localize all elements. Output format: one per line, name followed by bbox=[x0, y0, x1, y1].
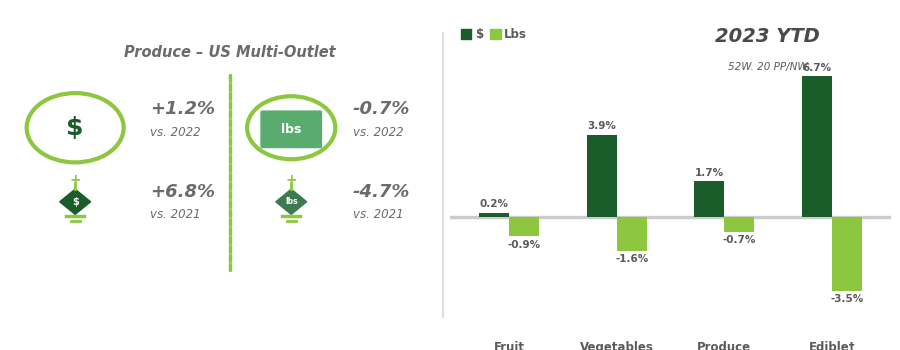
Bar bbox=[616, 217, 647, 251]
Text: +: + bbox=[69, 173, 81, 187]
Bar bbox=[509, 217, 539, 236]
Polygon shape bbox=[275, 189, 307, 214]
Text: lbs: lbs bbox=[285, 197, 298, 206]
Text: 0.2%: 0.2% bbox=[480, 199, 508, 209]
FancyBboxPatch shape bbox=[260, 110, 322, 148]
Text: $: $ bbox=[67, 116, 84, 140]
Text: vs. 2022: vs. 2022 bbox=[353, 126, 403, 139]
Bar bbox=[724, 217, 754, 232]
Legend: $, Lbs: $, Lbs bbox=[456, 23, 532, 46]
Text: vs. 2021: vs. 2021 bbox=[353, 208, 403, 221]
Text: 3.9%: 3.9% bbox=[587, 121, 617, 131]
Text: -4.7%: -4.7% bbox=[353, 183, 410, 201]
Text: 1.7%: 1.7% bbox=[695, 168, 724, 177]
Bar bbox=[832, 217, 862, 290]
Text: -0.7%: -0.7% bbox=[723, 236, 756, 245]
Text: +6.8%: +6.8% bbox=[150, 183, 215, 201]
Text: +: + bbox=[285, 173, 297, 187]
Text: -1.6%: -1.6% bbox=[616, 254, 648, 264]
Text: -0.7%: -0.7% bbox=[353, 100, 410, 118]
Text: 2023 YTD: 2023 YTD bbox=[716, 27, 820, 46]
Bar bbox=[694, 181, 724, 217]
Text: Produce – US Multi-Outlet: Produce – US Multi-Outlet bbox=[123, 45, 336, 60]
Polygon shape bbox=[59, 189, 91, 214]
Bar bbox=[587, 135, 617, 217]
Text: $: $ bbox=[72, 197, 78, 207]
Text: vs. 2021: vs. 2021 bbox=[150, 208, 201, 221]
Text: lbs: lbs bbox=[281, 123, 302, 136]
Text: -0.9%: -0.9% bbox=[508, 240, 541, 250]
Text: vs. 2022: vs. 2022 bbox=[150, 126, 201, 139]
Text: 52W. 20 PP/NW: 52W. 20 PP/NW bbox=[728, 62, 807, 72]
Bar bbox=[802, 76, 832, 217]
Bar bbox=[479, 213, 509, 217]
Text: -3.5%: -3.5% bbox=[831, 294, 863, 304]
Text: +1.2%: +1.2% bbox=[150, 100, 215, 118]
Text: 6.7%: 6.7% bbox=[802, 63, 832, 72]
